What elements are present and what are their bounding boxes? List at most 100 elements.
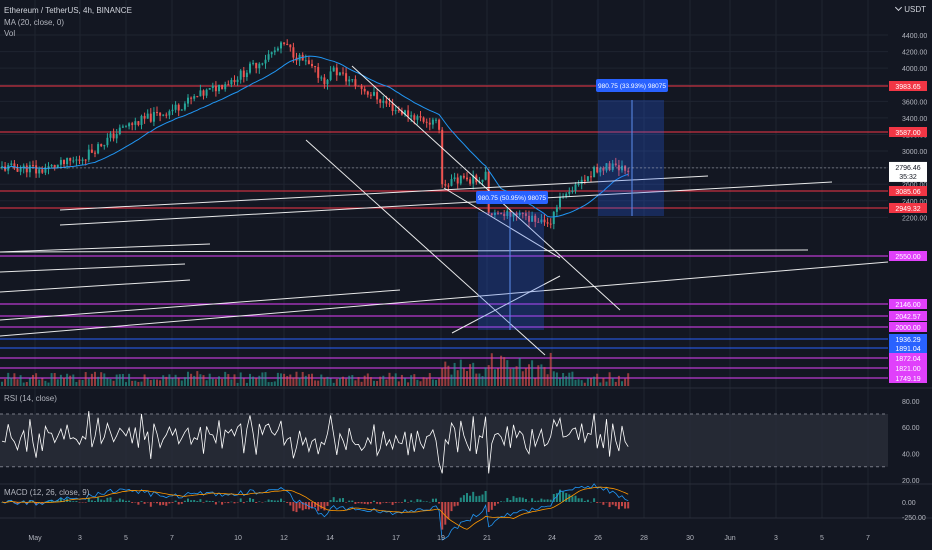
macd-histogram-bar [425, 501, 428, 502]
candle-body [394, 110, 397, 112]
candle-body [193, 96, 196, 99]
macd-histogram-bar [394, 502, 397, 504]
candle-body [472, 175, 475, 184]
macd-histogram-bar [500, 501, 503, 502]
signal-line [1, 486, 629, 530]
candle-body [75, 159, 78, 161]
candle-body [376, 92, 379, 100]
candle-body [524, 213, 527, 216]
volume-bar [329, 378, 332, 386]
macd-histogram-bar [7, 500, 10, 502]
macd-histogram-bar [168, 502, 171, 504]
volume-bar [255, 377, 258, 386]
macd-histogram-bar [177, 502, 180, 505]
volume-bar [472, 362, 475, 386]
macd-histogram-bar [422, 501, 425, 502]
macd-histogram-bar [159, 502, 162, 506]
time-tick-label: 12 [280, 535, 288, 542]
candle-body [605, 163, 608, 171]
level-label: 2949.32 [895, 206, 920, 213]
trendline [451, 275, 561, 334]
macd-histogram-bar [25, 502, 28, 505]
time-tick-label: 24 [548, 535, 556, 542]
macd-histogram-bar [447, 502, 450, 520]
measure-label: 980.75 (50.95%) 98075 [478, 195, 546, 202]
macd-histogram-bar [450, 502, 453, 512]
symbol-title[interactable]: Ethereum / TetherUS, 4h, BINANCE [4, 6, 132, 15]
volume-bar [242, 378, 245, 386]
macd-histogram-bar [469, 495, 472, 502]
macd-histogram-bar [580, 498, 583, 502]
candle-body [397, 110, 400, 112]
candle-body [72, 160, 75, 162]
candle-body [174, 104, 177, 110]
candle-body [87, 149, 90, 160]
time-tick-label: 3 [774, 535, 778, 542]
candle-body [286, 43, 289, 45]
candle-body [84, 159, 87, 161]
candle-body [441, 129, 444, 185]
volume-bar [233, 374, 236, 386]
volume-bar [466, 371, 468, 386]
macd-tick-label: 0.00 [902, 500, 916, 507]
macd-histogram-bar [565, 493, 568, 502]
volume-bar [521, 371, 524, 386]
macd-histogram-bar [568, 494, 571, 502]
volume-bar [1, 381, 3, 386]
vol-legend[interactable]: Vol [4, 29, 16, 38]
macd-histogram-bar [236, 502, 239, 503]
time-tick-label: 17 [392, 535, 400, 542]
volume-bar [190, 373, 193, 386]
volume-bar [218, 376, 220, 386]
macd-histogram-bar [363, 502, 366, 504]
current-price-box [889, 161, 927, 182]
volume-bar [543, 367, 546, 386]
macd-histogram-bar [338, 498, 341, 502]
volume-bar [428, 373, 431, 386]
candle-body [515, 213, 518, 216]
volume-bar [317, 380, 320, 386]
price-tick-label: 4000.00 [902, 66, 927, 73]
macd-histogram-bar [187, 498, 189, 502]
volume-bar [586, 378, 589, 386]
candle-body [493, 212, 496, 215]
candle-body [326, 79, 329, 85]
time-tick-label: 14 [326, 535, 334, 542]
macd-histogram-bar [87, 497, 90, 502]
candle-body [540, 219, 543, 223]
candle-body [280, 42, 282, 49]
candle-body [245, 72, 248, 78]
volume-bar [162, 375, 165, 386]
ma-legend[interactable]: MA (20, close, 0) [4, 18, 65, 27]
macd-histogram-bar [249, 497, 251, 502]
rsi-legend[interactable]: RSI (14, close) [4, 394, 57, 403]
candle-body [382, 100, 385, 103]
candle-body [32, 165, 34, 167]
volume-bar [307, 374, 310, 386]
candle-body [481, 179, 484, 182]
macd-histogram-bar [273, 500, 276, 502]
macd-histogram-bar [388, 502, 391, 503]
price-tick-label: 4400.00 [902, 33, 927, 40]
macd-histogram-bar [289, 502, 292, 506]
macd-histogram-bar [100, 499, 103, 502]
volume-bar [456, 370, 459, 386]
candle-body [506, 210, 509, 216]
time-tick-label: 26 [594, 535, 602, 542]
candle-body [165, 114, 168, 116]
currency-selector[interactable]: USDT [895, 3, 926, 14]
candle-body [35, 165, 38, 174]
macd-legend[interactable]: MACD (12, 26, close, 9) [4, 488, 90, 497]
volume-bar [109, 378, 112, 386]
candle-body [273, 50, 276, 53]
macd-histogram-bar [230, 501, 233, 503]
macd-histogram-bar [478, 495, 481, 502]
candle-body [391, 103, 394, 111]
volume-bar [115, 374, 118, 386]
volume-bar [72, 374, 75, 386]
candle-body [19, 168, 22, 172]
macd-histogram-bar [484, 490, 487, 502]
volume-bar [528, 364, 530, 386]
macd-histogram-bar [140, 501, 143, 502]
